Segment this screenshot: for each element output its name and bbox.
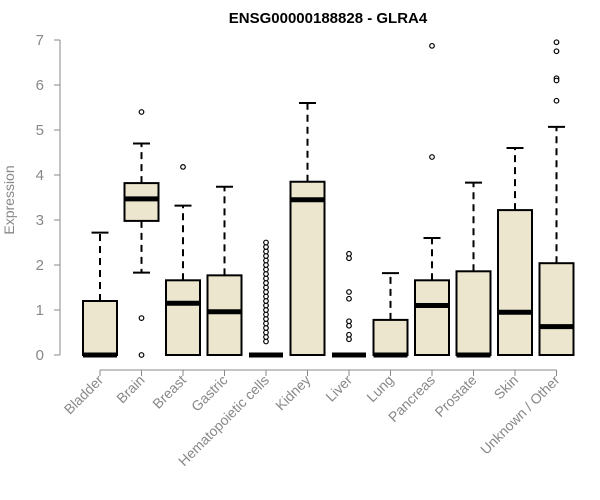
outlier-point — [180, 163, 186, 170]
y-tick-label: 5 — [36, 122, 44, 139]
y-tick-label: 3 — [36, 212, 44, 229]
box-group — [206, 185, 243, 357]
y-tick-label: 7 — [36, 32, 44, 49]
iqr-box — [497, 209, 533, 356]
x-tick-label: Breast — [149, 372, 189, 412]
box-group — [538, 39, 575, 357]
x-tick-label: Unknown / Other — [477, 372, 563, 458]
outlier-point — [346, 336, 352, 343]
y-tick-label: 4 — [36, 167, 44, 184]
outlier-point — [263, 239, 269, 246]
outlier-point — [553, 77, 560, 84]
box-group — [455, 181, 492, 358]
iqr-box — [289, 180, 326, 356]
box-group — [165, 163, 201, 356]
iqr-box — [414, 279, 450, 356]
outlier-point — [346, 322, 352, 329]
y-axis: 0 1 2 3 4 5 6 7 — [36, 32, 61, 364]
iqr-box — [82, 300, 118, 356]
iqr-box — [123, 182, 160, 222]
box-group — [332, 250, 366, 358]
box-group — [289, 102, 326, 356]
iqr-box — [165, 279, 201, 356]
outlier-point — [429, 42, 435, 49]
y-tick-label: 0 — [36, 347, 44, 364]
chart-title: ENSG00000188828 - GLRA4 — [229, 10, 428, 27]
iqr-box — [455, 270, 492, 356]
outlier-point — [138, 109, 145, 115]
iqr-box — [538, 262, 575, 357]
y-tick-label: 2 — [36, 257, 44, 274]
x-tick-label: Kidney — [272, 372, 314, 414]
x-tick-label: Brain — [113, 372, 147, 406]
x-tick-label: Prostate — [431, 372, 479, 420]
box-group — [123, 109, 160, 358]
outlier-point — [429, 154, 435, 160]
iqr-box — [372, 318, 409, 356]
box-group — [497, 147, 533, 356]
y-axis-label: Expression — [1, 165, 17, 234]
y-tick-label: 6 — [36, 77, 44, 94]
outlier-point — [346, 255, 352, 262]
box-group — [372, 272, 409, 358]
box-group — [414, 42, 450, 356]
outlier-point — [138, 352, 145, 358]
outlier-point — [346, 295, 352, 302]
box-group — [82, 231, 118, 358]
x-tick-label: Bladder — [61, 372, 107, 418]
x-tick-label: Skin — [491, 372, 522, 403]
y-tick-label: 1 — [36, 302, 44, 319]
x-tick-label: Liver — [322, 372, 355, 405]
box-group — [249, 239, 283, 358]
x-tick-label: Lung — [363, 372, 396, 405]
outlier-point — [553, 48, 560, 55]
plot-area — [82, 39, 575, 358]
iqr-box — [206, 274, 243, 357]
outlier-point — [553, 39, 560, 46]
outlier-point — [346, 289, 352, 295]
outlier-point — [138, 315, 145, 322]
outlier-point — [553, 97, 560, 104]
